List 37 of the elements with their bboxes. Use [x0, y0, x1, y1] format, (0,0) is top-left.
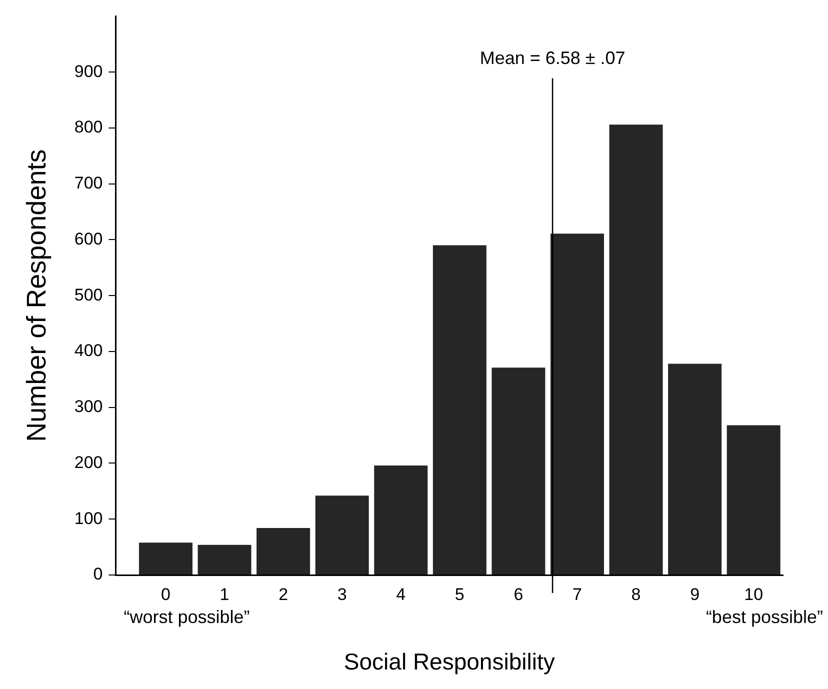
bar: [256, 528, 310, 574]
x-tick-label: 3: [337, 584, 347, 604]
ref-line-label: Mean = 6.58 ± .07: [480, 48, 626, 68]
y-tick-label: 600: [74, 229, 103, 248]
bar: [432, 245, 486, 574]
y-tick-label: 0: [93, 564, 103, 584]
bar: [609, 124, 663, 574]
bar: [492, 368, 546, 574]
bar: [198, 544, 252, 574]
y-tick-label: 900: [74, 62, 103, 81]
x-tick-label: 5: [454, 584, 464, 604]
y-axis-title: Number of Respondents: [22, 149, 52, 442]
y-tick-label: 700: [74, 174, 103, 193]
bar: [726, 425, 780, 574]
x-tick-label: 10: [744, 584, 764, 604]
y-tick-label: 400: [74, 341, 103, 360]
y-tick-label: 300: [74, 397, 103, 416]
y-tick-label: 800: [74, 118, 103, 137]
bar: [550, 234, 604, 574]
x-tick-label: 8: [631, 584, 641, 604]
text: “worst possible”: [124, 606, 250, 627]
y-tick-label: 100: [74, 508, 103, 528]
x-tick-label: 1: [220, 584, 230, 604]
text: “best possible”: [706, 606, 823, 627]
x-tick-label: 4: [396, 584, 406, 604]
x-tick-label: 6: [514, 584, 524, 604]
x-tick-label: 2: [278, 584, 288, 604]
bar: [668, 364, 722, 574]
bar: [374, 465, 428, 574]
y-tick-label: 500: [74, 285, 103, 304]
y-tick-label: 200: [74, 452, 103, 472]
bar: [138, 542, 192, 574]
x-tick-label: 0: [161, 584, 170, 604]
x-tick-label: 7: [572, 584, 582, 604]
x-axis-title: Social Responsibility: [344, 648, 556, 675]
bar: [315, 496, 369, 574]
x-tick-label: 9: [690, 584, 700, 604]
